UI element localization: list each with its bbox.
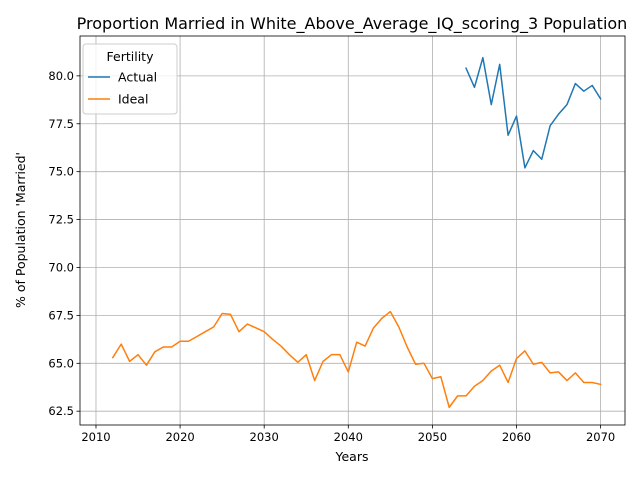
legend-title: Fertility bbox=[107, 49, 155, 64]
y-tick-label: 72.5 bbox=[48, 213, 74, 227]
legend-label-actual: Actual bbox=[118, 70, 157, 85]
series-line-ideal bbox=[111, 310, 602, 409]
series-lines bbox=[111, 56, 602, 409]
x-tick-label: 2070 bbox=[586, 430, 615, 444]
y-tick-label: 62.5 bbox=[48, 404, 74, 418]
y-tick-label: 67.5 bbox=[48, 308, 74, 322]
x-tick-label: 2030 bbox=[250, 430, 279, 444]
x-tick-label: 2020 bbox=[165, 430, 194, 444]
grid-lines bbox=[80, 36, 625, 425]
y-tick-label: 75.0 bbox=[48, 165, 74, 179]
x-tick-label: 2040 bbox=[334, 430, 363, 444]
legend: Fertility Actual Ideal bbox=[82, 43, 178, 115]
x-tick-label: 2050 bbox=[418, 430, 447, 444]
x-tick-label: 2060 bbox=[502, 430, 531, 444]
y-axis-label: % of Population 'Married' bbox=[13, 152, 28, 308]
x-axis-ticks: 2010 2020 2030 2040 2050 2060 2070 bbox=[81, 425, 615, 444]
x-tick-label: 2010 bbox=[81, 430, 110, 444]
plot-frame bbox=[79, 35, 626, 426]
y-tick-label: 70.0 bbox=[48, 260, 74, 274]
y-tick-label: 80.0 bbox=[48, 69, 74, 83]
legend-label-ideal: Ideal bbox=[118, 92, 148, 107]
chart-title: Proportion Married in White_Above_Averag… bbox=[77, 14, 628, 34]
legend-box bbox=[82, 43, 178, 115]
x-axis-label: Years bbox=[335, 449, 369, 464]
y-axis-ticks: 62.5 65.0 67.5 70.0 72.5 75.0 77.5 80.0 bbox=[48, 69, 80, 418]
y-tick-label: 65.0 bbox=[48, 356, 74, 370]
series-line-actual bbox=[465, 56, 602, 169]
y-tick-label: 77.5 bbox=[48, 117, 74, 131]
